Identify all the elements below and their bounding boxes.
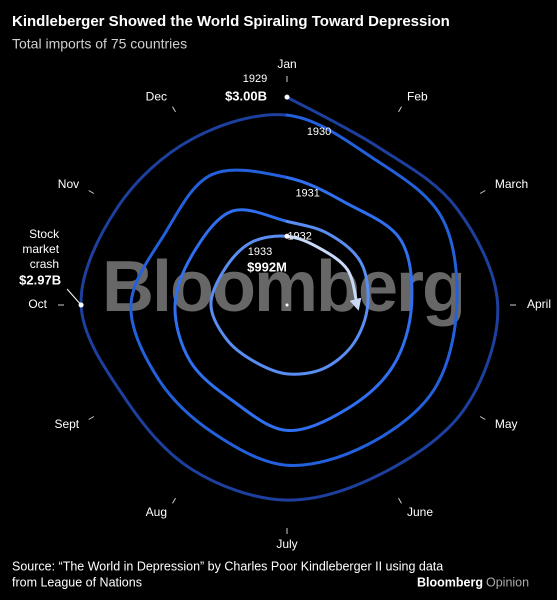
year-connector [232, 208, 288, 223]
month-label: March [495, 177, 528, 191]
month-label: April [527, 297, 551, 311]
brand: Bloomberg [417, 575, 483, 589]
month-tick [88, 416, 95, 420]
year-line [129, 113, 459, 467]
month-label: Nov [58, 177, 79, 191]
chart-subtitle: Total imports of 75 countries [12, 36, 187, 52]
brand-suffix: Opinion [486, 575, 529, 589]
month-tick [398, 497, 402, 504]
watermark: Bloomberg [102, 247, 464, 327]
year-label: 1931 [295, 187, 319, 199]
year-line [285, 234, 362, 311]
month-tick [398, 106, 402, 113]
month-label: June [407, 505, 433, 519]
month-label: July [276, 537, 297, 551]
point-dot [284, 94, 290, 100]
point-dot [284, 233, 290, 239]
month-label: Sept [54, 417, 79, 431]
month-label: Feb [407, 89, 428, 103]
year-connector [211, 168, 288, 179]
chart-title: Kindleberger Showed the World Spiraling … [12, 13, 450, 30]
year-line [79, 95, 500, 502]
year-label: 1933 [248, 246, 272, 258]
year-label: 1932 [287, 230, 311, 242]
month-label: May [495, 417, 518, 431]
annotation: crash [30, 257, 59, 271]
year-connector [250, 234, 288, 244]
month-label: Dec [146, 89, 167, 103]
month-label: Oct [28, 297, 47, 311]
source-line: Source: “The World in Depression” by Cha… [12, 559, 443, 573]
center-dot [285, 303, 289, 307]
year-connector [190, 113, 288, 141]
year-line [173, 175, 414, 432]
year-line [209, 219, 370, 376]
month-tick [479, 190, 486, 194]
month-label: Aug [146, 505, 167, 519]
month-label: Jan [277, 57, 296, 71]
month-tick [172, 497, 176, 504]
annotation-leader [66, 288, 82, 306]
annotation: market [22, 242, 59, 256]
month-tick [88, 190, 95, 194]
year-label: 1929 [243, 73, 267, 85]
annotation: Stock [29, 227, 60, 241]
year-label: 1930 [307, 126, 331, 138]
value-label: $2.97B [19, 272, 61, 287]
value-label: $3.00B [225, 89, 267, 104]
source-line: from League of Nations [12, 575, 142, 589]
value-label: $992M [247, 260, 287, 275]
month-tick [172, 106, 176, 113]
month-tick [479, 416, 486, 420]
